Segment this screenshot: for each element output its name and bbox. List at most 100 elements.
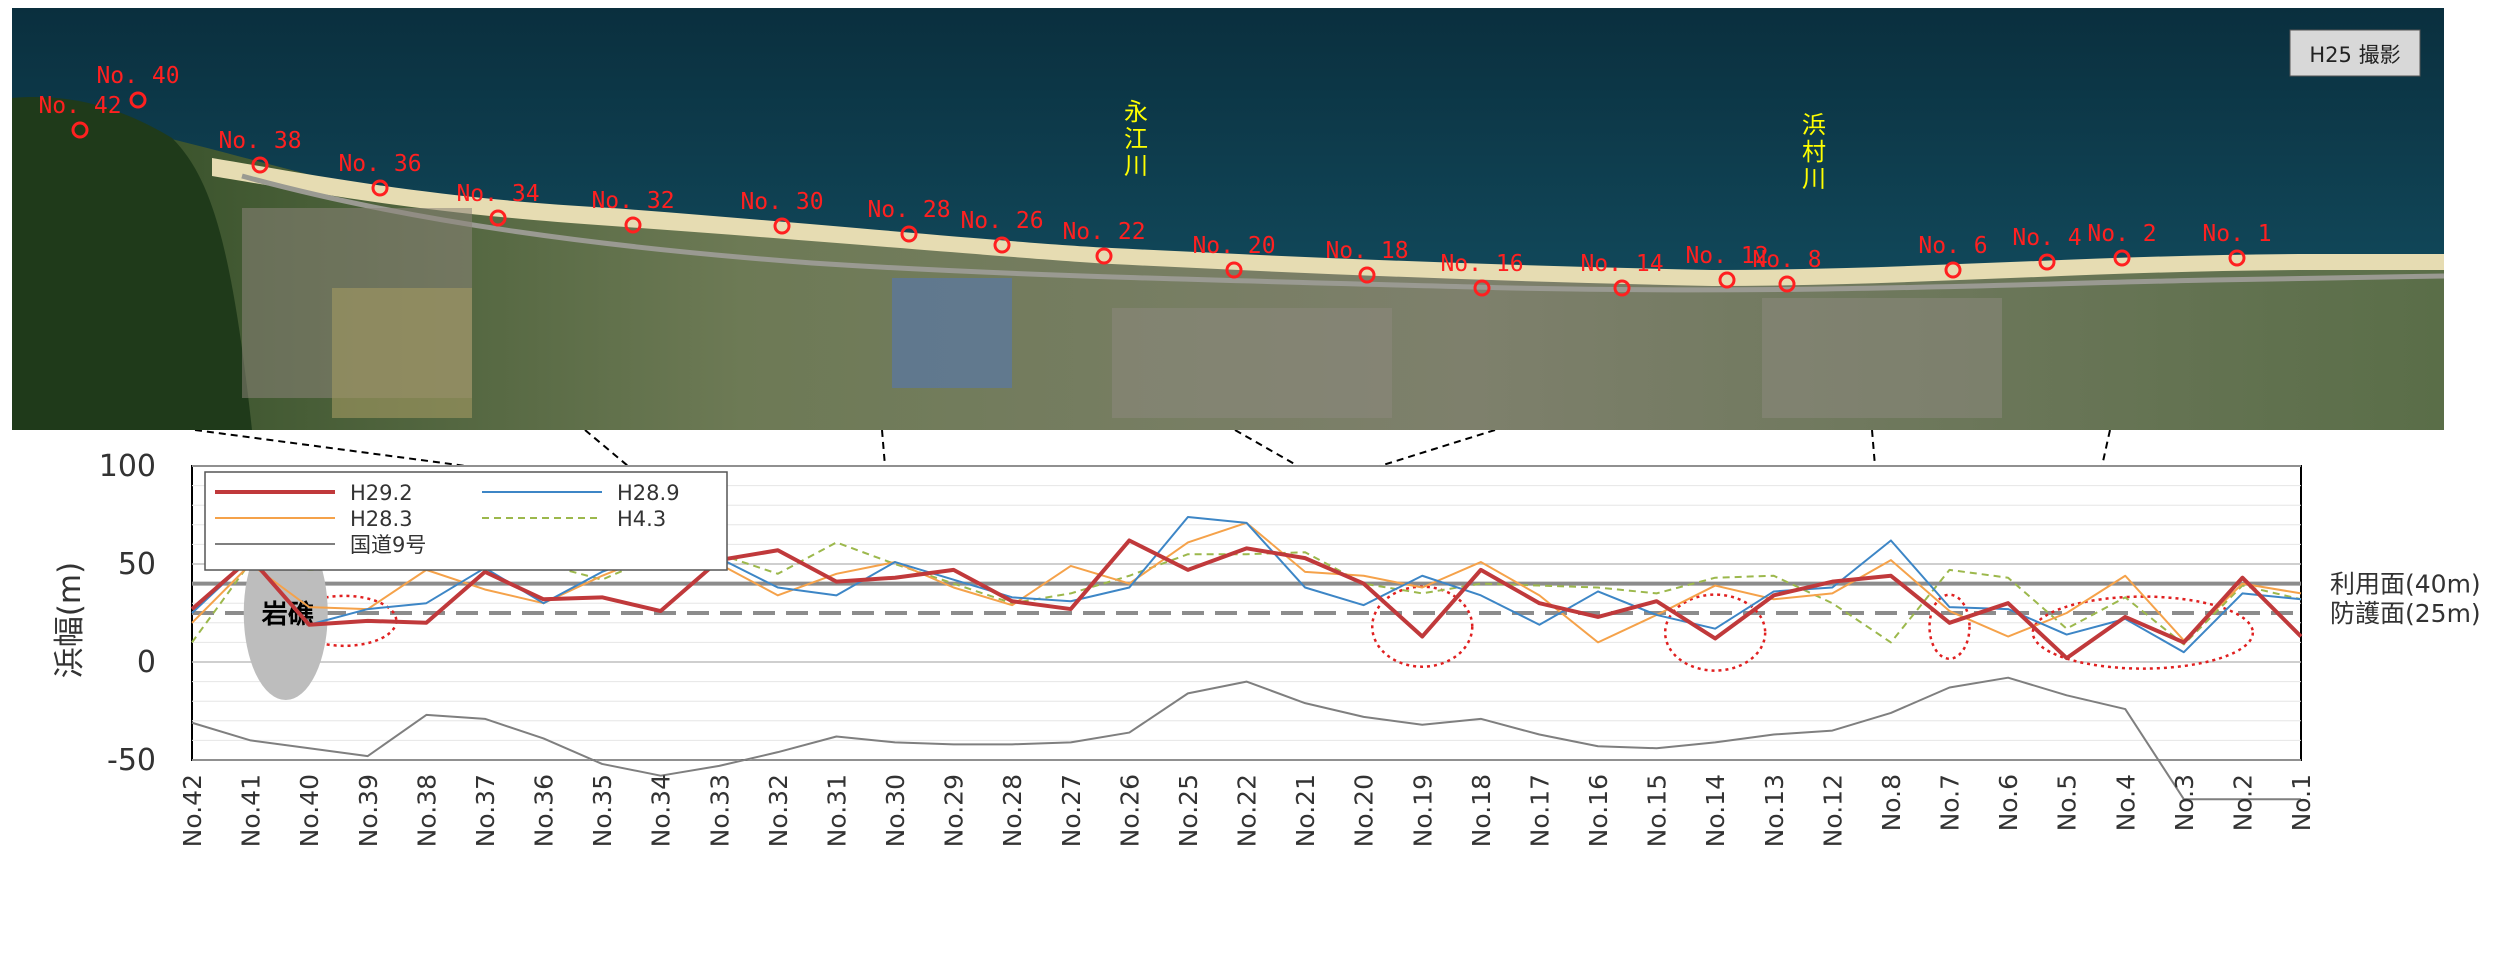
x-tick-label: No.33 bbox=[705, 774, 734, 847]
x-tick-label: No.18 bbox=[1467, 774, 1496, 847]
connector-line bbox=[1871, 430, 1876, 467]
y-tick-label: 100 bbox=[99, 449, 156, 484]
river-label-char: 川 bbox=[1124, 152, 1148, 180]
x-axis: No.42 No.41 No.40 No.39 No.38 No.37 No.36 No.35… bbox=[178, 774, 2316, 847]
y-tick-label: 0 bbox=[137, 645, 156, 680]
survey-point: No. 8 bbox=[1752, 247, 1822, 293]
survey-point: No. 32 bbox=[591, 188, 675, 234]
y-tick-label: 50 bbox=[118, 547, 156, 582]
x-tick-label: No.29 bbox=[940, 774, 969, 847]
river-label-char: 永 bbox=[1124, 98, 1148, 126]
river-label-char: 浜 bbox=[1802, 111, 1826, 139]
x-tick-label: No.2 bbox=[2228, 774, 2257, 831]
x-tick-label: No.34 bbox=[647, 774, 676, 847]
survey-point: No. 22 bbox=[1062, 219, 1146, 265]
legend-item: H28.3 bbox=[215, 507, 413, 531]
legend-label: H28.3 bbox=[350, 507, 413, 531]
x-tick-label: No.38 bbox=[412, 774, 441, 847]
point-marker-icon bbox=[489, 209, 507, 227]
survey-points: No. 42 No. 40 No. 38 No. 36 No. 34 No. 32 No. … bbox=[38, 63, 2272, 297]
point-marker-icon bbox=[993, 236, 1011, 254]
x-tick-label: No.26 bbox=[1115, 774, 1144, 847]
x-tick-label: No.40 bbox=[295, 774, 324, 847]
x-tick-label: No.32 bbox=[764, 774, 793, 847]
point-marker-icon bbox=[1944, 261, 1962, 279]
x-tick-label: No.27 bbox=[1057, 774, 1086, 847]
x-tick-label: No.31 bbox=[822, 774, 851, 847]
fields-block bbox=[332, 288, 472, 418]
x-tick-label: No.37 bbox=[471, 774, 500, 847]
point-label: No. 4 bbox=[2012, 225, 2081, 251]
point-label: No. 28 bbox=[867, 197, 950, 223]
x-tick-label: No.20 bbox=[1350, 774, 1379, 847]
beach-strip bbox=[212, 158, 2444, 286]
river-label-char: 村 bbox=[1802, 138, 1826, 166]
survey-point: No. 34 bbox=[456, 181, 540, 227]
x-tick-label: No.3 bbox=[2170, 774, 2199, 831]
connector-line bbox=[1234, 430, 1299, 467]
y-axis: 100 50 0 -50 bbox=[99, 449, 156, 778]
x-tick-label: No.1 bbox=[2287, 774, 2316, 831]
point-marker-icon bbox=[1778, 275, 1796, 293]
point-label: No. 26 bbox=[960, 208, 1043, 234]
x-tick-label: No.13 bbox=[1760, 774, 1789, 847]
survey-point: No. 40 bbox=[96, 63, 180, 109]
legend-item: H4.3 bbox=[482, 507, 666, 531]
solar-block bbox=[892, 278, 1012, 388]
point-marker-icon bbox=[71, 121, 89, 139]
point-label: No. 30 bbox=[740, 189, 823, 215]
series-line-1 bbox=[190, 538, 2303, 661]
photo-date-badge: H25 撮影 bbox=[2289, 29, 2421, 77]
point-marker-icon bbox=[773, 217, 791, 235]
connector-line bbox=[1379, 430, 1496, 467]
survey-point: No. 20 bbox=[1192, 233, 1276, 279]
series-lines bbox=[190, 515, 2303, 801]
point-label: No. 42 bbox=[38, 93, 121, 119]
aerial-photo: No. 42 No. 40 No. 38 No. 36 No. 34 No. 32 No. … bbox=[12, 8, 2444, 430]
legend-label: 国道9号 bbox=[350, 533, 426, 557]
x-tick-label: No.28 bbox=[998, 774, 1027, 847]
x-tick-label: No.16 bbox=[1584, 774, 1613, 847]
point-label: No. 36 bbox=[338, 151, 421, 177]
connector-line bbox=[584, 430, 629, 467]
x-tick-label: No.14 bbox=[1701, 774, 1730, 847]
survey-point: No. 4 bbox=[2012, 225, 2082, 271]
survey-point: No. 30 bbox=[740, 189, 824, 235]
x-tick-label: No.25 bbox=[1174, 774, 1203, 847]
x-tick-label: No.30 bbox=[881, 774, 910, 847]
point-marker-icon bbox=[129, 91, 147, 109]
point-label: No. 8 bbox=[1752, 247, 1821, 273]
point-label: No. 2 bbox=[2087, 221, 2156, 247]
point-marker-icon bbox=[1613, 279, 1631, 297]
x-tick-label: No.17 bbox=[1525, 774, 1554, 847]
survey-point: No. 16 bbox=[1440, 251, 1524, 297]
series-line-2 bbox=[191, 515, 2302, 654]
point-marker-icon bbox=[2113, 249, 2131, 267]
survey-point: No. 14 bbox=[1580, 251, 1664, 297]
survey-point: No. 6 bbox=[1918, 233, 1988, 279]
point-label: No. 40 bbox=[96, 63, 179, 89]
series-line-4 bbox=[191, 541, 2302, 646]
x-tick-label: No.19 bbox=[1408, 774, 1437, 847]
legend-label: H4.3 bbox=[617, 507, 666, 531]
point-label: No. 34 bbox=[456, 181, 539, 207]
point-label: No. 18 bbox=[1325, 238, 1408, 264]
x-tick-label: No.42 bbox=[178, 774, 207, 847]
survey-point: No. 28 bbox=[867, 197, 951, 243]
reference-line-label: 利用面(40m) bbox=[2330, 570, 2481, 599]
x-tick-label: No.8 bbox=[1877, 774, 1906, 831]
reference-lines: 利用面(40m)防護面(25m) bbox=[192, 570, 2481, 628]
x-tick-label: No.5 bbox=[2053, 774, 2082, 831]
x-tick-label: No.35 bbox=[588, 774, 617, 847]
point-label: No. 16 bbox=[1440, 251, 1523, 277]
survey-point: No. 18 bbox=[1325, 238, 1409, 284]
point-label: No. 32 bbox=[591, 188, 674, 214]
point-marker-icon bbox=[1718, 271, 1736, 289]
point-marker-icon bbox=[1095, 247, 1113, 265]
x-tick-label: No.4 bbox=[2111, 774, 2140, 831]
town-block-2 bbox=[1112, 308, 1392, 418]
x-tick-label: No.7 bbox=[1936, 774, 1965, 831]
x-tick-label: No.41 bbox=[237, 774, 266, 847]
